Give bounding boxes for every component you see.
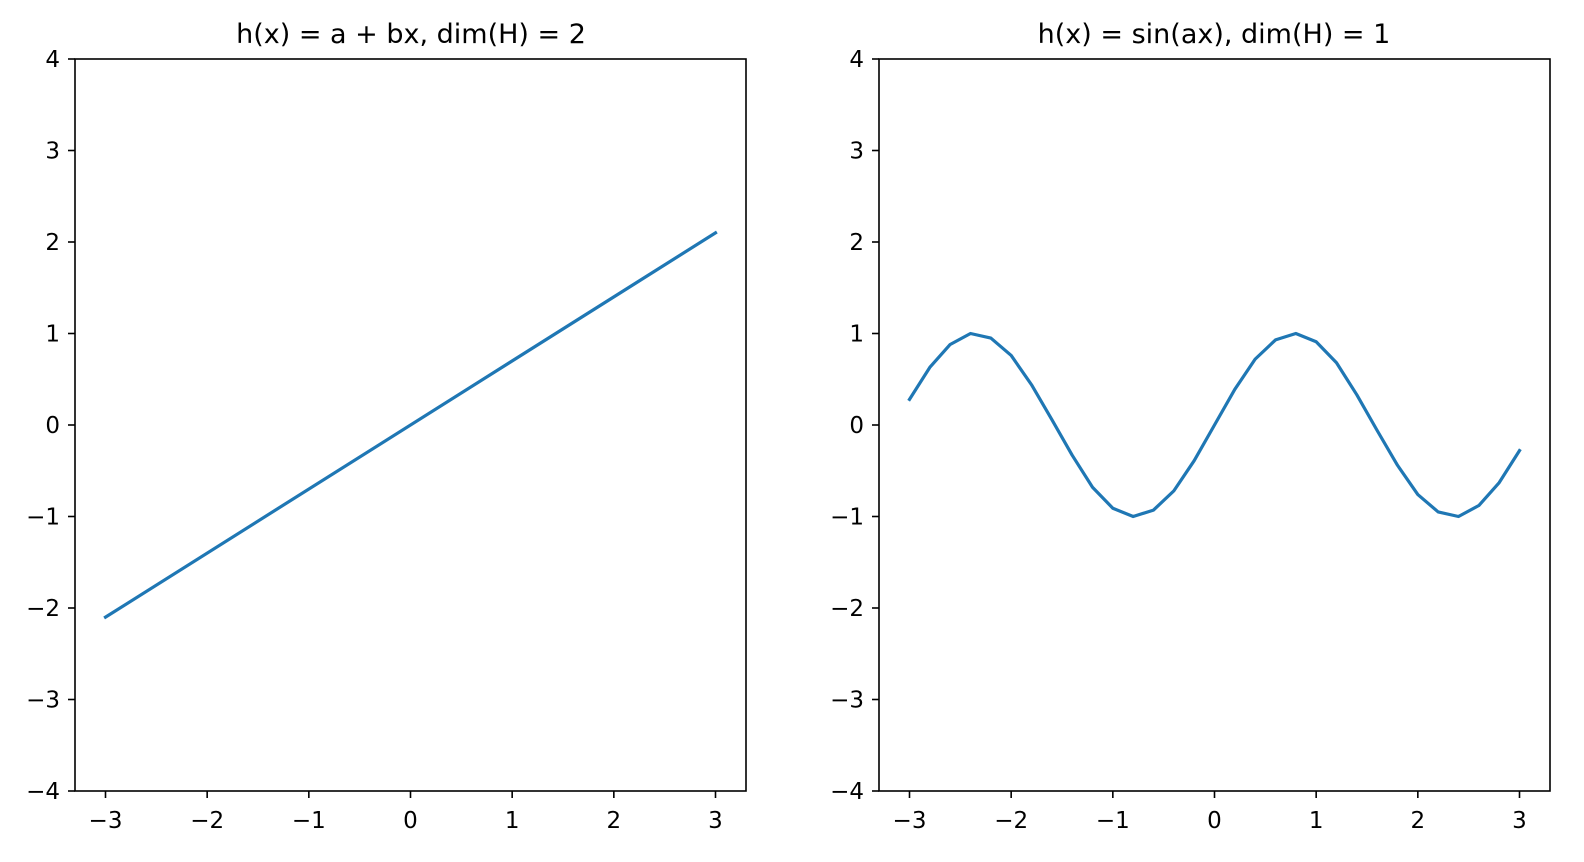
- series-group: [907, 331, 1522, 519]
- x-tick-label: 1: [505, 808, 520, 834]
- chart-sine: h(x) = sin(ax), dim(H) = 1 −3 −2 −1 0 1 2 3−4−…: [830, 19, 1551, 834]
- x-tick-label: −2: [994, 808, 1028, 834]
- x-tick-label: 3: [1512, 808, 1527, 834]
- x-tick-label: −1: [292, 808, 326, 834]
- x-tick-label: −3: [893, 808, 927, 834]
- series-line: [907, 331, 1522, 519]
- x-tick-label: 2: [607, 808, 622, 834]
- x-tick-label: −2: [190, 808, 224, 834]
- series-line: [103, 230, 718, 620]
- y-tick-label: −2: [26, 596, 60, 622]
- x-tick-label: −3: [89, 808, 123, 834]
- chart-title: h(x) = a + bx, dim(H) = 2: [236, 19, 586, 50]
- y-tick-label: 3: [45, 139, 60, 165]
- tick-group: −3 −2 −1 0 1 2 3 −4 −3 −2 −1 0 1 2 3 4: [26, 47, 723, 834]
- y-tick-label: −4: [830, 779, 864, 805]
- y-tick-label: 0: [849, 413, 864, 439]
- x-tick-label: 0: [1207, 808, 1222, 834]
- x-tick-label: 2: [1411, 808, 1426, 834]
- y-tick-label: −4: [26, 779, 60, 805]
- chart-linear: h(x) = a + bx, dim(H) = 2 −3 −2 −1 0 1 2 3−4−3…: [26, 19, 747, 834]
- y-tick-label: −1: [26, 505, 60, 531]
- y-tick-label: 4: [849, 47, 864, 73]
- y-tick-label: −3: [26, 688, 60, 714]
- x-tick-label: 0: [403, 808, 418, 834]
- y-tick-label: 0: [45, 413, 60, 439]
- y-tick-label: 1: [849, 322, 864, 348]
- chart-title: h(x) = sin(ax), dim(H) = 1: [1038, 19, 1391, 50]
- plot-frame: [878, 58, 1551, 792]
- x-tick-label: 3: [708, 808, 723, 834]
- y-tick-label: 1: [45, 322, 60, 348]
- y-tick-label: −2: [830, 596, 864, 622]
- x-tick-label: 1: [1309, 808, 1324, 834]
- x-tick-label: −1: [1096, 808, 1130, 834]
- y-tick-label: 2: [45, 230, 60, 256]
- series-group: [103, 230, 718, 620]
- y-tick-label: 3: [849, 139, 864, 165]
- y-tick-label: 2: [849, 230, 864, 256]
- y-tick-label: −3: [830, 688, 864, 714]
- y-tick-label: 4: [45, 47, 60, 73]
- tick-group: −3 −2 −1 0 1 2 3 −4 −3 −2 −1 0 1 2 3 4: [830, 47, 1527, 834]
- y-tick-label: −1: [830, 505, 864, 531]
- plot-frame: [74, 58, 747, 792]
